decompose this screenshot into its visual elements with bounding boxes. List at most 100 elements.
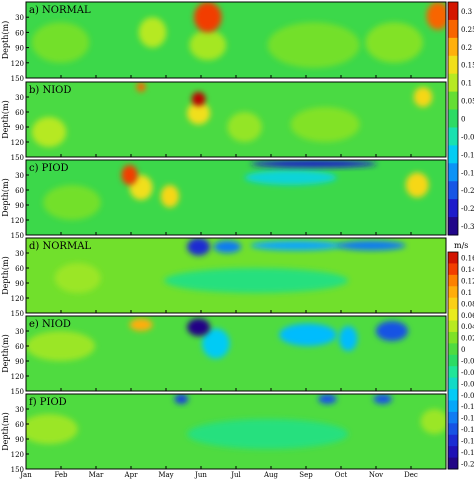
colorbar-segment: [448, 423, 458, 436]
colorbar-tick-label: -0.3: [461, 223, 474, 231]
anomaly-feature: [227, 112, 262, 142]
y-tick-label: 150: [11, 388, 24, 396]
y-tick-label: 90: [15, 202, 24, 210]
colorbar-segment: [448, 55, 458, 75]
y-axis-label: Depth(m): [1, 100, 10, 138]
anomaly-feature: [160, 185, 180, 208]
colorbar-segment: [448, 446, 458, 459]
panel-label: f) PIOD: [29, 397, 67, 408]
colorbar-segment: [448, 434, 458, 447]
y-tick-label: 60: [15, 187, 24, 195]
colorbar-tick-label: 0.1: [461, 289, 472, 297]
anomaly-feature: [202, 328, 230, 359]
anomaly-feature: [373, 394, 392, 404]
colorbar-tick-label: -0.14: [461, 426, 474, 434]
y-tick-label: 120: [11, 451, 24, 459]
heatmap-field: [26, 394, 446, 469]
colorbar-tick-label: 0.12: [461, 278, 474, 286]
y-tick-label: 150: [11, 232, 24, 240]
anomaly-feature: [250, 240, 343, 251]
colorbar-segment: [448, 411, 458, 424]
colorbar-segment: [448, 263, 458, 276]
panel-label: e) NIOD: [29, 319, 71, 330]
heatmap-field: [26, 2, 446, 78]
colorbar-segment: [448, 19, 458, 39]
colorbar-segment: [448, 286, 458, 299]
anomaly-feature: [213, 240, 242, 253]
colorbar-segment: [448, 274, 458, 287]
y-tick-label: 30: [15, 172, 24, 180]
background-field: [26, 316, 446, 391]
heatmap-field: [26, 82, 446, 157]
anomaly-feature: [187, 419, 349, 449]
colorbar-tick-label: -0.16: [461, 437, 474, 445]
anomaly-feature: [244, 170, 337, 185]
colorbar-segment: [448, 309, 458, 322]
anomaly-feature: [174, 394, 189, 404]
panel-label: d) NORMAL: [29, 241, 91, 252]
colorbar-segment: [448, 163, 458, 182]
colorbar-tick-label: 0: [461, 116, 465, 124]
x-tick-label: Jul: [230, 471, 241, 479]
panel-label: a) NORMAL: [29, 5, 91, 16]
anomaly-feature: [121, 165, 138, 185]
y-tick-label: 90: [15, 280, 24, 288]
colorbar-tick-label: -0.1: [461, 151, 474, 159]
x-tick-label: Dec: [404, 471, 418, 479]
colorbar-segment: [448, 252, 458, 264]
colorbar-tick-label: 0: [461, 346, 465, 354]
anomaly-feature: [187, 238, 211, 256]
colorbar-tick-label: -0.06: [461, 380, 474, 388]
anomaly-feature: [129, 318, 153, 331]
colorbar-tick-label: 0.05: [461, 98, 474, 106]
colorbar-segment: [448, 91, 458, 111]
x-tick-label: Feb: [54, 471, 68, 479]
y-tick-label: 90: [15, 436, 24, 444]
colorbar-tick-label: 0.15: [461, 62, 474, 70]
heatmap-field: [26, 238, 446, 313]
y-axis-label: Depth(m): [1, 21, 10, 59]
y-tick-label: 150: [11, 154, 24, 162]
anomaly-feature: [336, 240, 406, 251]
anomaly-feature: [136, 82, 146, 92]
anomaly-feature: [290, 107, 360, 142]
colorbar-segment: [448, 343, 458, 356]
x-tick-label: Jan: [19, 471, 32, 479]
x-tick-label: Aug: [263, 471, 279, 479]
y-axis-label: Depth(m): [1, 334, 10, 372]
anomaly-feature: [191, 92, 206, 106]
anomaly-feature: [26, 414, 78, 444]
panel: a) NORMAL 30 60 90 120 150 Depth(m): [1, 1, 447, 83]
colorbar-segment: [448, 389, 458, 401]
x-tick-label: Mar: [89, 471, 104, 479]
y-tick-label: 30: [15, 406, 24, 414]
colorbar-segment: [448, 127, 458, 146]
panel: d) NORMAL 30 60 90 120 150 Depth(m): [1, 237, 447, 318]
y-tick-label: 120: [11, 295, 24, 303]
colorbar-frame: [447, 1, 459, 236]
colorbar-tick-label: 0.25: [461, 26, 474, 34]
x-tick-label: Oct: [335, 471, 348, 479]
anomaly-feature: [43, 185, 101, 220]
anomaly-feature: [194, 2, 222, 33]
colorbar-segment: [448, 400, 458, 413]
anomaly-feature: [375, 321, 409, 341]
colorbar-segment: [448, 366, 458, 379]
y-tick-label: 60: [15, 265, 24, 273]
colorbar-tick-label: 0.14: [461, 266, 474, 274]
x-tick-label: Sep: [299, 471, 313, 479]
panel: c) PIOD 30 60 90 120 150 Depth(m): [1, 159, 447, 240]
colorbar-segment: [448, 320, 458, 333]
colorbar-segment: [448, 145, 458, 164]
x-tick-label: Jun: [194, 471, 207, 479]
y-axis-label: Depth(m): [1, 412, 10, 450]
colorbar-tick-label: 0.02: [461, 335, 474, 343]
colorbar-tick-label: 0.04: [461, 323, 474, 331]
x-tick-label: May: [158, 471, 173, 479]
colorbar-unit: m/s: [454, 241, 468, 250]
y-tick-label: 150: [11, 466, 24, 474]
colorbar-segment: [448, 354, 458, 367]
anomaly-feature: [31, 22, 90, 63]
colorbar-tick-label: 0.1: [461, 80, 472, 88]
anomaly-feature: [26, 331, 96, 361]
